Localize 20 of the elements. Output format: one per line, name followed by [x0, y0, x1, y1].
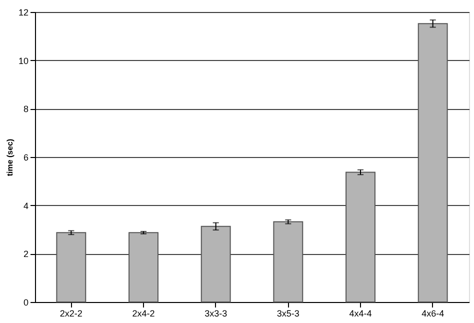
y-tick-label: 4: [23, 200, 28, 211]
y-tick-label: 12: [18, 8, 28, 18]
bar: [418, 23, 448, 302]
bar: [200, 226, 231, 302]
y-tick-label: 0: [23, 298, 28, 308]
x-tick-label: 4x4-4: [349, 308, 372, 318]
x-tick-label: 3x3-3: [204, 308, 228, 318]
y-axis-title: time (sec): [5, 138, 14, 176]
x-tick-label: 2x4-2: [132, 308, 155, 318]
y-tick-label: 2: [23, 249, 28, 260]
bar: [346, 172, 376, 302]
bar: [128, 232, 158, 302]
y-tick-label: 8: [23, 104, 28, 114]
y-tick-label: 6: [23, 152, 28, 162]
x-tick-label: 2x2-2: [60, 308, 82, 318]
x-tick-label: 4x6-4: [422, 308, 444, 318]
bar: [56, 232, 86, 302]
bar: [273, 221, 304, 302]
y-tick-label: 10: [18, 56, 28, 66]
x-tick-label: 3x5-3: [276, 308, 300, 318]
